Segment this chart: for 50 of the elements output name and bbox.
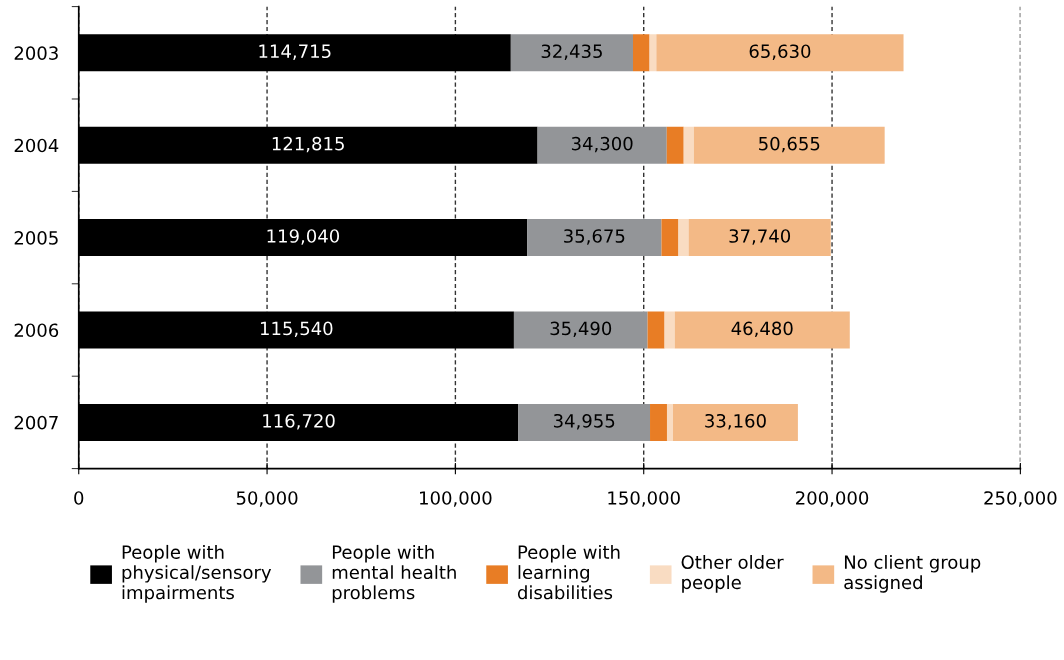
data-label: 33,160 — [705, 413, 766, 430]
bar — [632, 34, 650, 72]
data-label: 32,435 — [541, 44, 602, 60]
data-label: 121,815 — [272, 136, 344, 153]
bar — [510, 34, 633, 72]
data-label: 35,675 — [564, 229, 625, 245]
bar — [683, 126, 694, 164]
bar — [666, 403, 673, 441]
data-label: 34,955 — [553, 413, 615, 430]
data-label: 37,740 — [729, 229, 791, 245]
legend-label: People with physical/sensory impairments — [122, 544, 272, 603]
x-tick-label: 250,000 — [984, 491, 1057, 507]
bar — [647, 311, 665, 349]
data-label: 46,480 — [731, 321, 793, 338]
legend-label: No client group assigned — [844, 555, 981, 593]
legend-label: People with learning disabilities — [517, 544, 620, 600]
data-label: 65,630 — [749, 44, 811, 60]
bar — [664, 311, 675, 349]
legend-label: People with mental health problems — [332, 544, 456, 603]
data-label: 35,490 — [550, 321, 612, 338]
bar — [666, 126, 684, 164]
bar — [693, 126, 885, 164]
bar — [673, 403, 798, 441]
data-label: 114,715 — [259, 44, 331, 60]
legend-label: Other older people — [681, 555, 784, 593]
data-label: 34,300 — [571, 136, 633, 153]
data-label: 115,540 — [260, 321, 333, 338]
bar — [518, 403, 651, 441]
data-label: 50,655 — [759, 136, 820, 153]
x-tick-label: 50,000 — [236, 491, 298, 507]
x-tick-label: 0 — [74, 491, 84, 505]
bar — [650, 403, 667, 441]
y-tick-label: 2006 — [14, 323, 59, 338]
bar — [661, 219, 679, 257]
data-label: 116,720 — [263, 413, 335, 430]
data-label: 119,040 — [267, 229, 340, 245]
y-tick-label: 2004 — [14, 138, 59, 153]
y-tick-label: 2007 — [14, 415, 58, 430]
bar — [537, 126, 667, 164]
bar — [527, 219, 662, 257]
y-tick-label: 2003 — [14, 46, 58, 60]
x-tick-label: 200,000 — [796, 491, 869, 507]
y-tick-label: 2005 — [14, 231, 58, 245]
bar — [656, 34, 904, 72]
bar — [688, 219, 831, 257]
bar — [678, 219, 689, 257]
bar — [674, 311, 850, 349]
x-tick-label: 150,000 — [608, 491, 680, 507]
x-tick-label: 100,000 — [420, 491, 492, 507]
bar — [513, 311, 648, 349]
